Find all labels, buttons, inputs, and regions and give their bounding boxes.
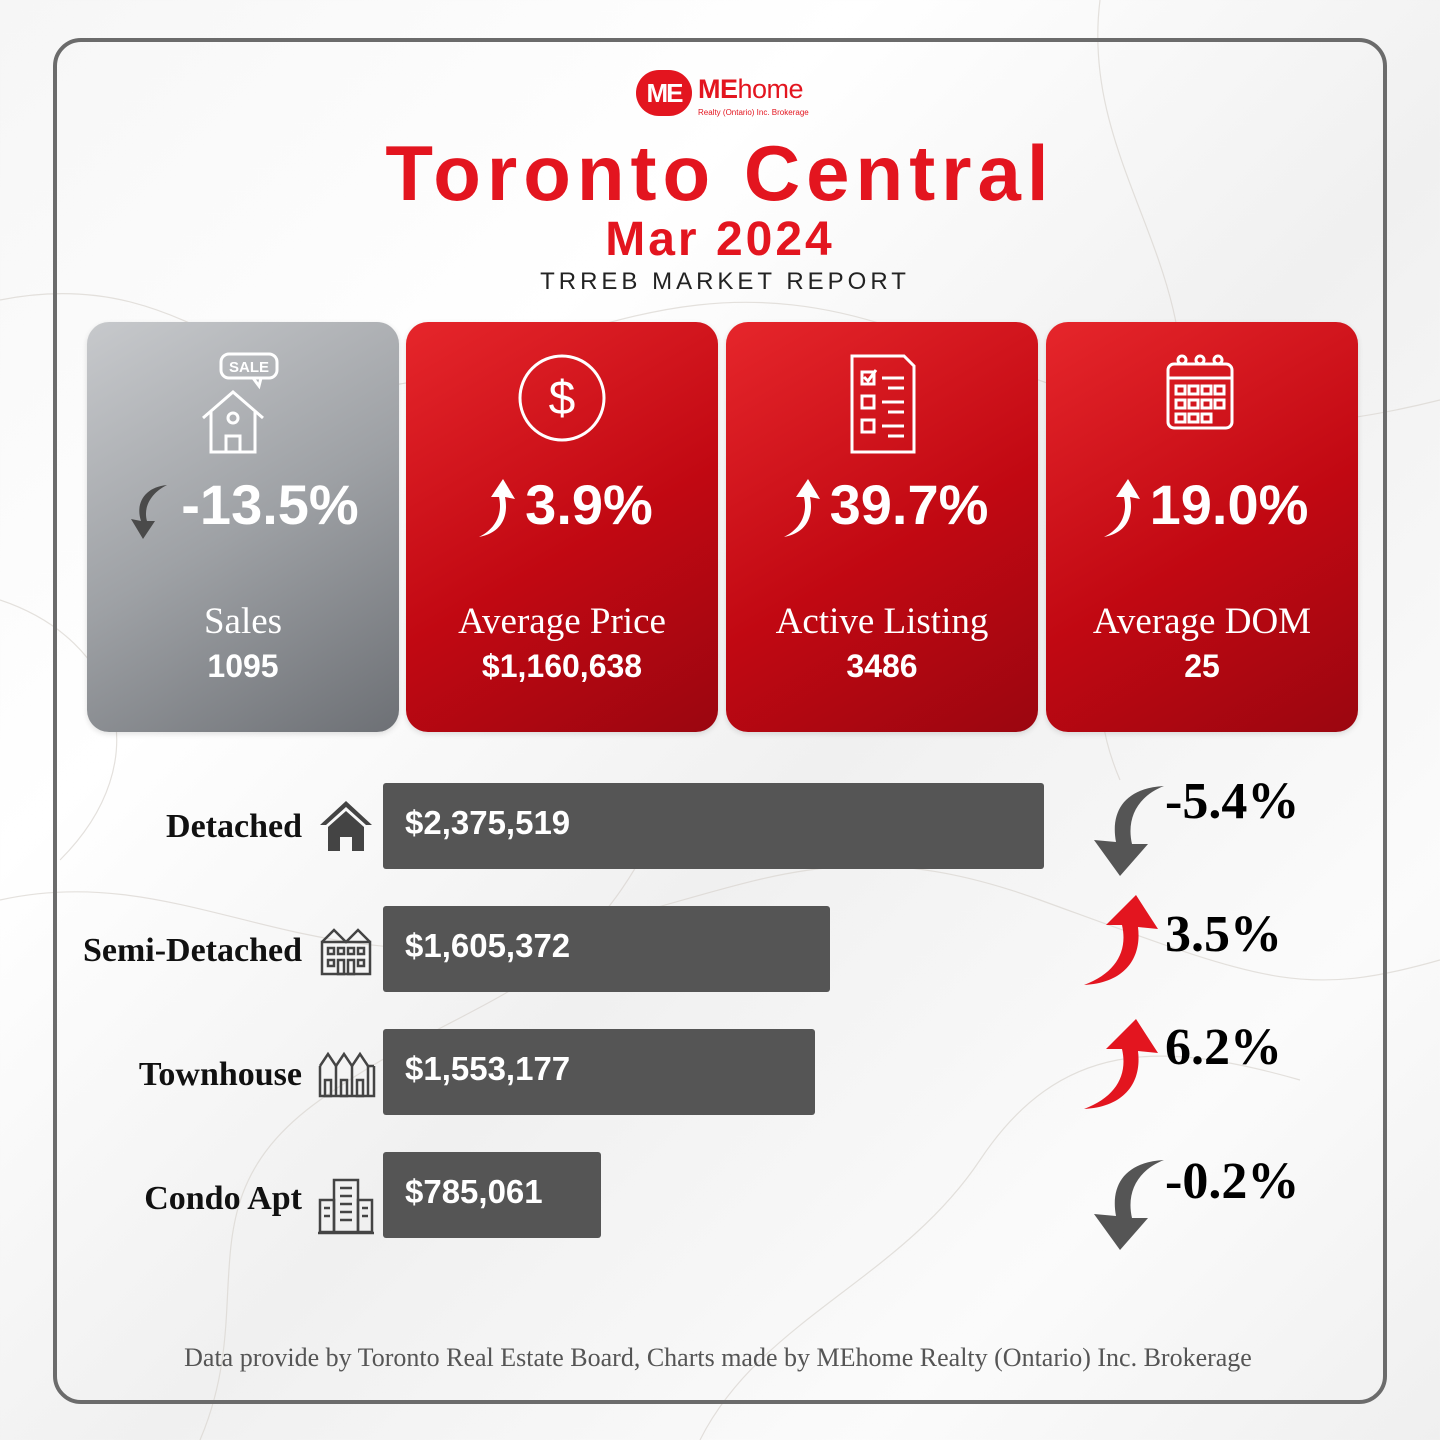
report-date: Mar 2024 — [605, 213, 835, 266]
bar-detached — [383, 783, 1044, 869]
down-arrow-icon — [1094, 786, 1164, 876]
checklist-icon — [850, 354, 916, 454]
average-dom-label: Average DOM — [1092, 601, 1312, 642]
sales-change-text: -13.5% — [181, 473, 359, 536]
bar-semi-detached — [383, 906, 830, 992]
category-label-semi-detached: Semi-Detached — [82, 932, 302, 969]
sales-card: SALE -13.5% Sales 1095 — [87, 322, 399, 732]
semi-detached-building-icon — [320, 928, 372, 976]
category-label-condo-apt: Condo Apt — [144, 1180, 302, 1217]
logo-subtitle: Realty (Ontario) Inc. Brokerage — [698, 108, 809, 117]
sale-house-icon: SALE — [202, 352, 279, 454]
sales-change: -13.5% — [87, 472, 399, 541]
up-arrow-icon — [479, 479, 516, 538]
bar-value-detached: $2,375,519 — [405, 804, 571, 841]
bar-condo-apt — [383, 1152, 601, 1238]
calendar-icon — [1166, 354, 1234, 430]
average-dom-value: 25 — [1184, 648, 1220, 684]
bar-value-condo-apt: $785,061 — [405, 1173, 543, 1210]
svg-text:SALE: SALE — [229, 359, 269, 376]
average-price-value: $1,160,638 — [481, 648, 643, 684]
logo-word-light: home — [737, 74, 804, 104]
change-condo-apt: -0.2% — [1165, 1153, 1300, 1210]
up-arrow-icon — [1084, 895, 1158, 985]
active-listing-card: 39.7% Active Listing 3486 — [726, 322, 1038, 732]
house-icon — [320, 801, 372, 851]
average-price-change: 3.9% — [406, 472, 718, 541]
logo-word-bold: ME — [698, 74, 738, 104]
up-arrow-icon — [783, 479, 820, 538]
active-listing-change: 39.7% — [726, 472, 1038, 541]
change-townhouse: 6.2% — [1165, 1019, 1282, 1076]
average-dom-change: 19.0% — [1046, 472, 1358, 541]
average-price-change-text: 3.9% — [525, 473, 653, 536]
change-semi-detached: 3.5% — [1165, 906, 1282, 963]
mehome-logo: ME MEhome Realty (Ontario) Inc. Brokerag… — [636, 70, 836, 122]
content-frame — [53, 38, 1387, 1404]
average-price-card: $ 3.9% Average Price $1,160,638 — [406, 322, 718, 732]
bar-townhouse — [383, 1029, 815, 1115]
logo-word: MEhome — [698, 74, 804, 105]
down-arrow-icon — [1094, 1160, 1164, 1250]
footer-credit: Data provide by Toronto Real Estate Boar… — [184, 1343, 1252, 1372]
bar-value-semi-detached: $1,605,372 — [405, 927, 571, 964]
category-label-townhouse: Townhouse — [138, 1056, 302, 1093]
bar-value-townhouse: $1,553,177 — [405, 1050, 571, 1087]
svg-text:$: $ — [549, 372, 576, 425]
active-listing-value: 3486 — [846, 648, 918, 684]
down-arrow-icon — [131, 485, 168, 540]
active-listing-label: Active Listing — [775, 601, 989, 642]
average-dom-change-text: 19.0% — [1149, 473, 1309, 536]
up-arrow-icon — [1103, 479, 1140, 538]
sales-label: Sales — [203, 601, 283, 642]
report-name: TRREB MARKET REPORT — [540, 268, 910, 295]
sales-value: 1095 — [207, 648, 279, 684]
average-price-label: Average Price — [458, 601, 666, 642]
page-title: Toronto Central — [385, 129, 1055, 217]
condo-tower-icon — [318, 1178, 374, 1235]
category-label-detached: Detached — [166, 808, 302, 845]
active-listing-change-text: 39.7% — [829, 473, 989, 536]
logo-mark: ME — [636, 70, 692, 116]
up-arrow-icon — [1084, 1019, 1158, 1109]
change-detached: -5.4% — [1165, 773, 1300, 830]
townhouse-icon — [318, 1051, 376, 1098]
dollar-coin-icon: $ — [518, 354, 606, 442]
average-dom-card: 19.0% Average DOM 25 — [1046, 322, 1358, 732]
